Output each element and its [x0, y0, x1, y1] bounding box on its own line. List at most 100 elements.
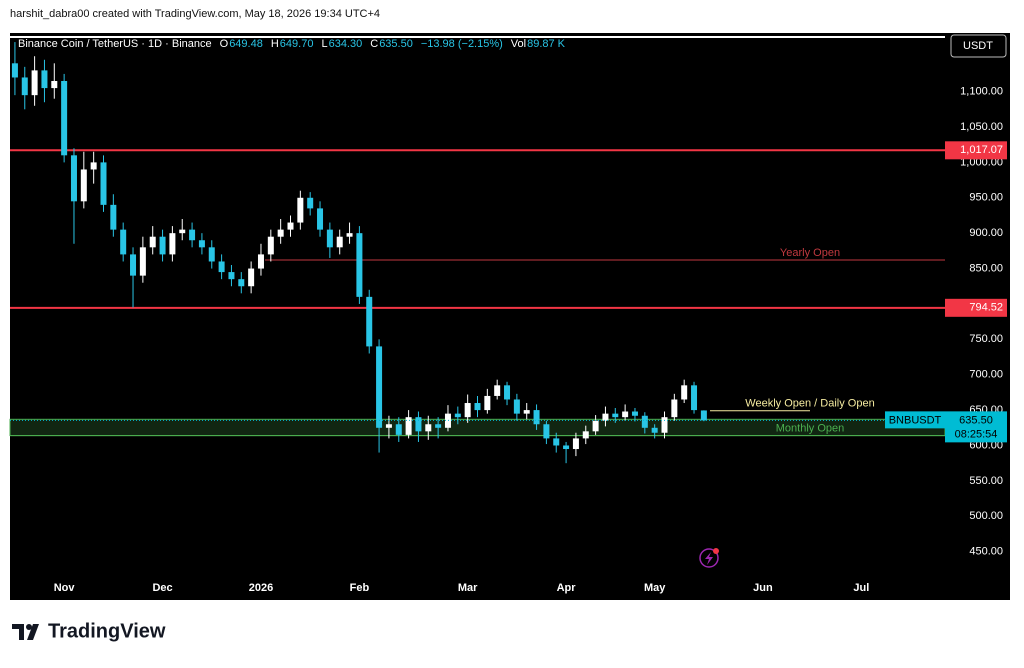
- logo-mark: [27, 624, 39, 640]
- candle-body: [631, 411, 638, 416]
- candle-body: [179, 229, 186, 234]
- currency-button[interactable]: [950, 34, 1007, 58]
- candle-body: [504, 385, 511, 400]
- y-tick-label: 700.00: [969, 369, 1003, 381]
- candle-body: [444, 413, 451, 428]
- candle-body: [405, 417, 412, 435]
- y-tick-label: 500.00: [969, 510, 1003, 522]
- candle-body: [464, 403, 471, 418]
- candle-body: [238, 279, 245, 287]
- alert-dot[interactable]: [713, 548, 719, 554]
- x-tick-label: Jun: [753, 582, 773, 594]
- level-text: Monthly Open: [776, 422, 844, 434]
- candle-body: [208, 247, 215, 262]
- legend-text: 649.48: [229, 38, 263, 50]
- candle-body: [474, 403, 481, 411]
- candle-body: [336, 236, 343, 248]
- candle-body: [494, 385, 501, 396]
- y-tick-label: 900.00: [969, 227, 1003, 239]
- y-tick-label: 1,100.00: [960, 86, 1003, 98]
- candle-body: [110, 204, 117, 230]
- candle-body: [149, 236, 156, 248]
- x-tick-label: Feb: [350, 582, 370, 594]
- level-price: 1,017.07: [960, 144, 1003, 156]
- candle-body: [80, 169, 87, 202]
- candle-body: [612, 413, 619, 418]
- candle-body: [31, 70, 38, 96]
- candle-body: [691, 385, 698, 411]
- candle-body: [523, 410, 530, 414]
- candle-body: [51, 81, 58, 89]
- x-tick-label: Jul: [853, 582, 869, 594]
- x-tick-label: 2026: [249, 582, 273, 594]
- caption: harshit_dabra00 created with TradingView…: [10, 8, 380, 20]
- candle-body: [346, 233, 353, 237]
- candle-body: [366, 296, 373, 347]
- candle-body: [651, 427, 658, 433]
- chart-background: [10, 33, 1010, 600]
- candle-body: [641, 415, 648, 428]
- candle-body: [622, 411, 629, 418]
- candle-body: [198, 240, 205, 248]
- candle-body: [61, 81, 68, 156]
- candle-body: [218, 261, 225, 273]
- logo-mark: [12, 624, 24, 640]
- candle-body: [454, 413, 461, 418]
- candle-body: [661, 417, 668, 433]
- alert-bolt[interactable]: [705, 552, 713, 565]
- candle-body: [395, 424, 402, 435]
- x-tick-label: Mar: [458, 582, 478, 594]
- candle-body: [563, 445, 570, 450]
- legend-text: L: [321, 38, 327, 50]
- x-tick-label: Dec: [152, 582, 172, 594]
- candle-body: [41, 70, 48, 89]
- symbol-tag: [885, 411, 945, 429]
- candle-body: [513, 399, 520, 414]
- currency[interactable]: USDT: [963, 40, 993, 52]
- candle-body: [257, 254, 264, 269]
- y-tick-label: 1,050.00: [960, 121, 1003, 133]
- y-tick-label: 600.00: [969, 439, 1003, 451]
- x-tick-label: May: [644, 582, 666, 594]
- candle-body: [415, 417, 422, 432]
- candle-body: [376, 346, 383, 428]
- candle-body: [11, 63, 18, 78]
- legend-text: 635.50: [379, 38, 413, 50]
- candle-body: [297, 197, 304, 223]
- legend-text: C: [370, 38, 378, 50]
- candle-body: [533, 410, 540, 425]
- brand: TradingView: [48, 620, 166, 642]
- candle-body: [700, 410, 707, 421]
- candle-body: [553, 438, 560, 446]
- brand-logo: [12, 624, 39, 640]
- candle-body: [21, 77, 28, 96]
- y-tick-label: 450.00: [969, 546, 1003, 558]
- candle-body: [326, 229, 333, 248]
- symbol: BNBUSDT: [889, 414, 942, 426]
- candle-body: [100, 162, 107, 205]
- legend-text: 634.30: [329, 38, 363, 50]
- countdown: 08:25:54: [955, 428, 998, 440]
- level-text: Yearly Open: [780, 247, 840, 259]
- level-price: 794.52: [969, 302, 1003, 314]
- candle-body: [543, 424, 550, 439]
- candle-body: [277, 229, 284, 237]
- candle-body: [435, 424, 442, 428]
- candle-body: [130, 254, 137, 276]
- alert-icon[interactable]: [699, 548, 719, 568]
- price-tag: [945, 411, 1007, 443]
- candle-body: [169, 233, 176, 255]
- legend-text: H: [271, 38, 279, 50]
- alert-ring[interactable]: [699, 548, 719, 568]
- y-tick-label: 950.00: [969, 192, 1003, 204]
- candle-body: [159, 236, 166, 255]
- x-tick-label: Apr: [557, 582, 577, 594]
- candle-body: [681, 385, 688, 400]
- legend-text: −13.98 (−2.15%): [421, 38, 503, 50]
- candle-body: [671, 399, 678, 418]
- level-tag: [945, 141, 1007, 160]
- legend-text: Binance Coin / TetherUS · 1D · Binance: [18, 38, 212, 50]
- candle-body: [120, 229, 127, 255]
- legend-text: Vol: [511, 38, 526, 50]
- candle-body: [287, 222, 294, 230]
